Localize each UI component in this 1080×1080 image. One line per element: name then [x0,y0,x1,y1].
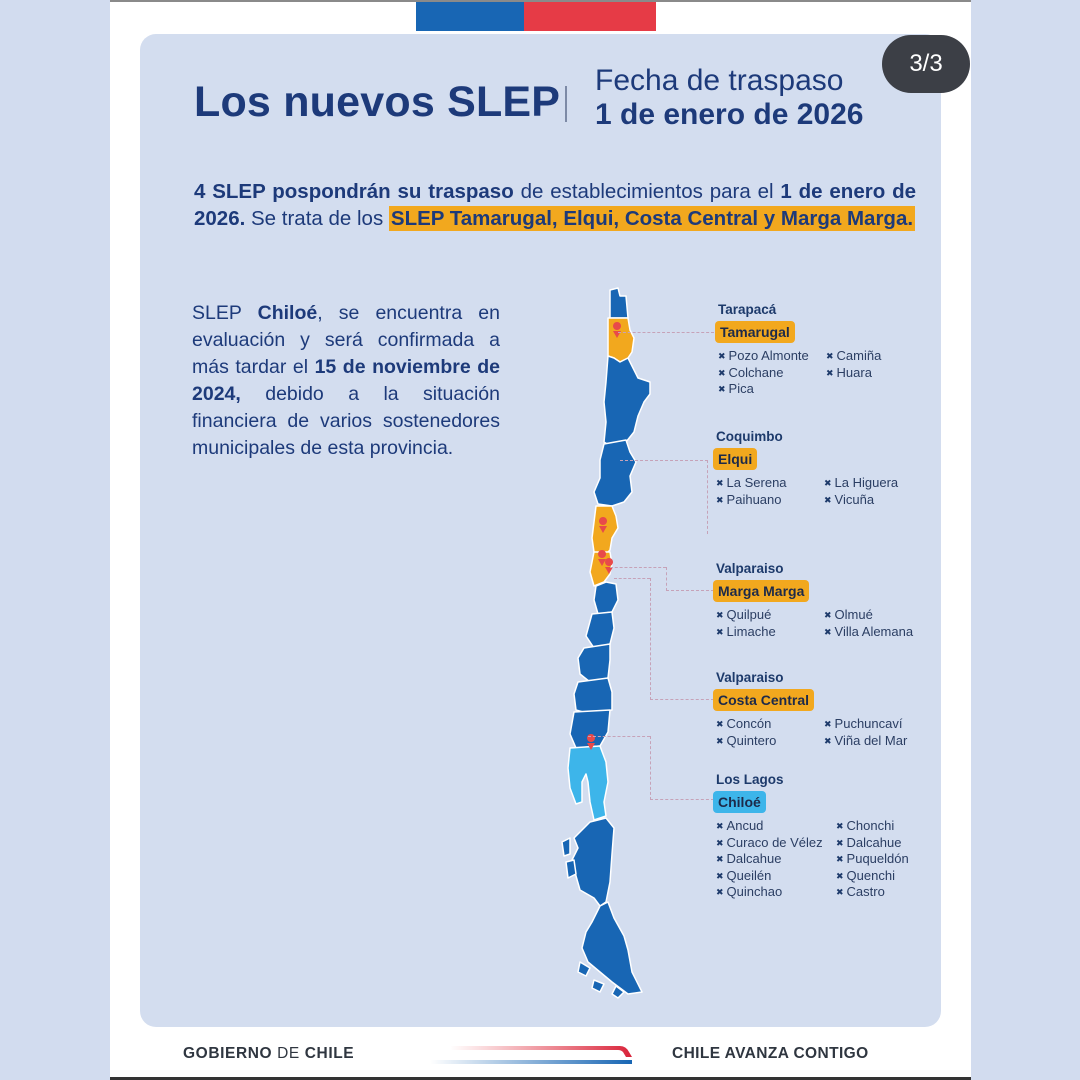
comuna-item: Olmué [824,607,924,624]
comuna-item: Dalcahue [836,835,936,852]
flag-bar [416,2,656,31]
page-title: Los nuevos SLEP [194,78,561,126]
comuna-item: Castro [836,884,936,901]
footer-left-word-3: CHILE [299,1045,355,1062]
comuna-item: Dalcahue [716,851,836,868]
comuna-item: Quintero [716,733,824,750]
flag-blue-stripe [416,2,524,31]
comuna-item: Limache [716,624,824,641]
transfer-date-label: Fecha de traspaso [595,64,844,97]
comuna-item: Concón [716,716,824,733]
region-valparaiso-costa-central: Valparaiso Costa Central Concón Puchunca… [713,670,924,749]
note-text-1: SLEP [192,302,258,324]
slep-tag-tamarugal: Tamarugal [715,321,795,343]
note-text-2: , se encuentra en evaluación y será conf… [192,302,500,378]
note-text-3: debido a la situación financiera de vari… [192,383,500,459]
connector-marga-marga-2 [666,567,714,591]
comuna-list: Pozo Almonte Camiña Colchane Huara Pica [718,348,926,398]
intro-bold-2: 1 de enero de 2026. [194,180,916,230]
region-name: Tarapacá [718,302,777,317]
region-tarapaca: Tarapacá Tamarugal Pozo Almonte Camiña C… [715,302,926,398]
footer-gobierno-de-chile: GOBIERNO DE CHILE [183,1045,354,1063]
map-markers [587,322,622,750]
comuna-list: La Serena La Higuera Paihuano Vicuña [716,475,924,508]
comuna-item: Chonchi [836,818,936,835]
comuna-item: Puqueldón [836,851,936,868]
comuna-item: Quinchao [716,884,836,901]
comuna-item: Ancud [716,818,836,835]
connector-elqui [620,460,708,534]
connector-chiloe [588,736,650,737]
connector-costa-central [614,578,650,579]
region-name: Valparaiso [716,670,784,685]
note-bold-chiloe: Chiloé [257,302,318,324]
intro-text-2: Se trata de los [245,207,389,230]
note-bold-date: 15 de noviembre de 2024, [192,356,500,405]
region-los-lagos: Los Lagos Chiloé Ancud Chonchi Curaco de… [713,772,936,901]
comuna-item: Pozo Almonte [718,348,826,365]
slep-tag-costa-central: Costa Central [713,689,815,711]
connector-tamarugal [618,332,714,333]
comuna-item: La Serena [716,475,824,492]
comuna-item: Colchane [718,365,826,382]
chiloe-note: SLEP Chiloé, se encuentra en evaluación … [192,300,500,462]
chile-map [561,287,651,999]
page-counter-badge: 3/3 [882,35,970,93]
flag-red-stripe [524,2,656,31]
comuna-item: Quilpué [716,607,824,624]
connector-costa-central-2 [650,578,714,700]
region-coquimbo: Coquimbo Elqui La Serena La Higuera Paih… [713,429,924,508]
comuna-item: Villa Alemana [824,624,924,641]
intro-paragraph: 4 SLEP pospondrán su traspaso de estable… [194,178,916,232]
infographic-card: Los nuevos SLEP Fecha de traspaso 1 de e… [110,0,971,1080]
slep-tag-marga-marga: Marga Marga [713,580,810,602]
comuna-item: La Higuera [824,475,924,492]
region-name: Los Lagos [716,772,784,787]
comuna-item: Huara [826,365,926,382]
footer-left-word-1: GOBIERNO [183,1045,278,1062]
title-divider [565,86,567,122]
region-name: Coquimbo [716,429,783,444]
comuna-item: Queilén [716,868,836,885]
comuna-item: Puchuncaví [824,716,924,733]
content-panel: Los nuevos SLEP Fecha de traspaso 1 de e… [140,34,970,1027]
slep-tag-chiloe: Chiloé [713,791,766,813]
comuna-item: Pica [718,381,826,398]
government-logo-stripes [430,1046,632,1064]
intro-bold-1: 4 SLEP pospondrán su traspaso [194,180,514,203]
connector-chiloe-2 [650,736,714,800]
intro-highlight: SLEP Tamarugal, Elqui, Costa Central y M… [388,206,916,231]
comuna-item: Viña del Mar [824,733,924,750]
region-name: Valparaiso [716,561,784,576]
intro-text-1: de establecimientos para el [513,180,781,203]
comuna-list: Quilpué Olmué Limache Villa Alemana [716,607,924,640]
comuna-item: Paihuano [716,492,824,509]
transfer-date: 1 de enero de 2026 [595,98,864,131]
comuna-item: Vicuña [824,492,924,509]
footer-left-word-2: DE [277,1045,300,1062]
connector-marga-marga [610,567,666,568]
slep-tag-elqui: Elqui [713,448,758,470]
comuna-item: Curaco de Vélez [716,835,836,852]
comuna-list: Concón Puchuncaví Quintero Viña del Mar [716,716,924,749]
comuna-item: Camiña [826,348,926,365]
region-valparaiso-marga-marga: Valparaiso Marga Marga Quilpué Olmué Lim… [713,561,924,640]
comuna-item: Quenchi [836,868,936,885]
footer-chile-avanza-contigo: CHILE AVANZA CONTIGO [672,1045,869,1062]
comuna-list: Ancud Chonchi Curaco de Vélez Dalcahue D… [716,818,936,901]
